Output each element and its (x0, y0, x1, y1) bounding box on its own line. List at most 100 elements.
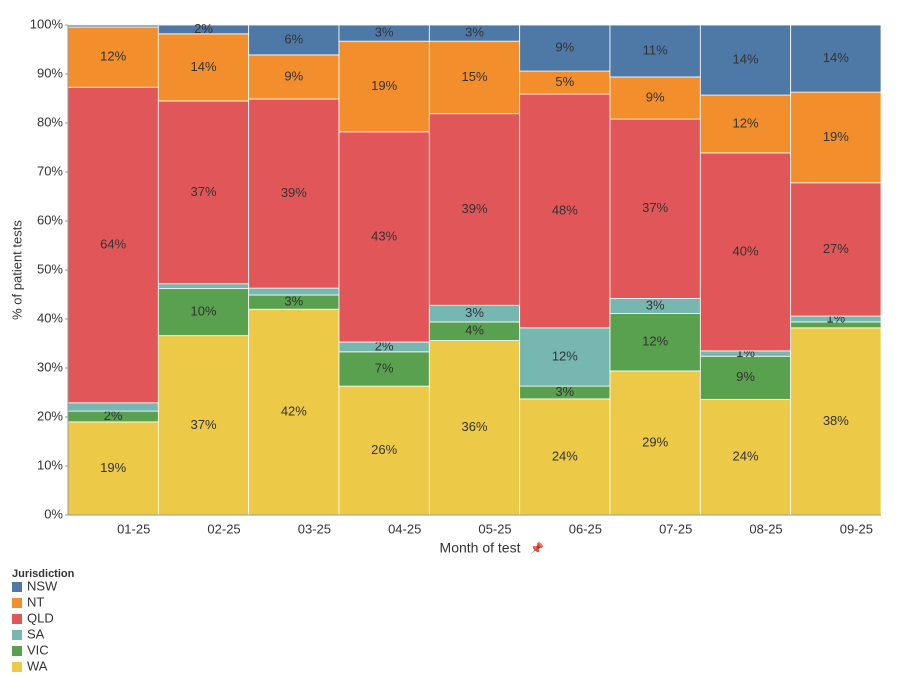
x-tick-label: 07-25 (659, 521, 692, 536)
y-tick-label: 40% (37, 310, 63, 325)
data-label: 3% (465, 305, 484, 320)
bar-segment (157, 335, 250, 516)
legend-label: NT (27, 594, 44, 609)
data-label: 19% (100, 460, 126, 475)
pin-icon: 📌 (530, 541, 544, 555)
bar-segment (699, 355, 792, 400)
data-label: 38% (823, 413, 849, 428)
data-label: 11% (643, 42, 668, 57)
data-label: 3% (646, 297, 665, 312)
bar-segment (790, 24, 882, 93)
bar-segment (338, 131, 430, 343)
bar-segment (790, 182, 882, 317)
bar-segment (338, 40, 430, 133)
data-label: 10% (190, 304, 216, 319)
x-tick-label: 05-25 (478, 521, 511, 536)
x-axis-title: Month of test (440, 540, 521, 556)
legend-label: VIC (27, 642, 49, 657)
data-label: 6% (284, 31, 303, 46)
bar-segment (157, 100, 250, 285)
data-label: 12% (100, 49, 126, 64)
data-label: 37% (642, 200, 668, 215)
data-label: 14% (823, 50, 849, 65)
bar-segment (67, 86, 159, 404)
bar-segment (699, 24, 792, 96)
data-label: 14% (190, 59, 216, 74)
legend-label: SA (27, 626, 45, 641)
y-tick-label: 20% (37, 408, 63, 423)
bar-segment (338, 351, 430, 387)
data-label: 26% (371, 442, 397, 457)
legend-label: QLD (27, 610, 54, 625)
bar-segment (519, 398, 611, 516)
data-label: 42% (281, 404, 307, 419)
x-tick-label: 03-25 (298, 521, 331, 536)
bar-segment (157, 283, 250, 290)
bar-segment (609, 370, 701, 516)
bar-segment (67, 402, 159, 412)
bar-segment (428, 340, 521, 516)
x-tick-label: 09-25 (840, 521, 873, 536)
bar-segment (338, 385, 430, 516)
bar-segment (699, 94, 792, 154)
data-label: 37% (190, 184, 216, 199)
data-label: 40% (732, 243, 758, 258)
bar-segment (609, 118, 701, 299)
data-label: 15% (461, 69, 487, 84)
data-label: 14% (732, 51, 758, 66)
data-label: 24% (732, 449, 758, 464)
bar-segment (428, 40, 521, 115)
data-label: 64% (100, 236, 126, 251)
bar-segment (248, 54, 340, 100)
data-label: 2% (104, 408, 123, 423)
legend-label: NSW (27, 578, 58, 593)
legend-title: Jurisdiction (12, 568, 75, 580)
y-tick-label: 50% (37, 261, 63, 276)
data-label: 9% (555, 39, 574, 54)
y-tick-label: 0% (44, 506, 63, 521)
data-label: 24% (552, 448, 578, 463)
x-tick-label: 02-25 (207, 521, 240, 536)
bar-segment (157, 33, 250, 102)
bar-segment (67, 24, 159, 28)
y-tick-label: 70% (37, 163, 63, 178)
data-label: 12% (552, 348, 578, 363)
bar-segment (428, 113, 521, 306)
legend-label: WA (27, 658, 48, 673)
bar-segment (67, 421, 159, 516)
data-label: 39% (281, 185, 307, 200)
bar-segment (248, 308, 340, 516)
bar-segment (67, 26, 159, 88)
bar-segment (519, 24, 611, 72)
legend-swatch (12, 662, 22, 672)
bar-segment (519, 93, 611, 329)
x-tick-label: 04-25 (388, 521, 421, 536)
data-label: 3% (555, 384, 574, 399)
bar-segment (699, 398, 792, 516)
y-tick-label: 10% (37, 457, 63, 472)
y-axis-title: % of patient tests (9, 220, 24, 320)
y-tick-label: 30% (37, 359, 63, 374)
y-tick-label: 60% (37, 212, 63, 227)
x-tick-label: 01-25 (117, 521, 150, 536)
bar-segment (609, 24, 701, 78)
data-label: 3% (465, 25, 484, 40)
data-label: 12% (732, 115, 758, 130)
data-label: 2% (194, 21, 213, 36)
data-label: 29% (642, 434, 668, 449)
data-label: 43% (371, 228, 397, 243)
x-tick-label: 06-25 (569, 521, 602, 536)
data-label: 39% (461, 201, 487, 216)
bar-segment (790, 91, 882, 184)
data-label: 12% (642, 334, 668, 349)
data-label: 37% (190, 417, 216, 432)
bar-segment (519, 327, 611, 387)
data-label: 5% (555, 74, 574, 89)
bar-segment (157, 288, 250, 337)
legend-swatch (12, 630, 22, 640)
data-label: 36% (461, 419, 487, 434)
data-label: 3% (375, 25, 394, 40)
legend-swatch (12, 582, 22, 592)
legend-swatch (12, 614, 22, 624)
bar-segment (248, 24, 340, 56)
